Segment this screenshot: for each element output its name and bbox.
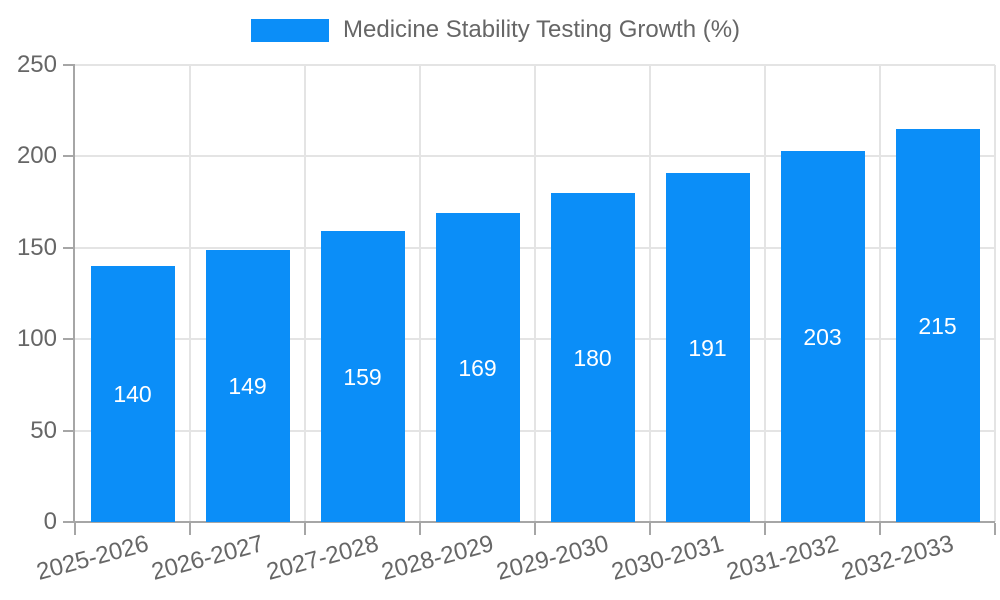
x-tick (879, 523, 881, 535)
y-tick-label: 100 (16, 325, 57, 353)
x-tick-label: 2028-2029 (378, 530, 497, 586)
bar[interactable] (435, 213, 520, 522)
bar-value-label: 149 (228, 373, 267, 399)
bar[interactable] (550, 193, 635, 522)
bar-value-label: 140 (113, 381, 152, 407)
x-tick (649, 523, 651, 535)
y-tick (63, 338, 75, 341)
x-gridline (764, 65, 766, 522)
x-tick (304, 523, 306, 535)
bar-value-label: 180 (573, 344, 612, 371)
x-tick (74, 523, 76, 535)
bar-value-label: 169 (458, 354, 497, 381)
y-tick (63, 246, 75, 249)
legend-swatch (251, 18, 329, 42)
y-tick (63, 429, 75, 432)
y-tick-label: 250 (16, 51, 57, 78)
x-gridline (304, 65, 306, 522)
bar[interactable] (780, 151, 865, 522)
y-tick (63, 64, 75, 66)
bar[interactable] (90, 266, 175, 522)
x-axis-line (73, 521, 995, 523)
y-tick (63, 155, 75, 158)
y-tick-label: 50 (30, 416, 57, 444)
legend-label: Medicine Stability Testing Growth (%) (343, 16, 741, 43)
y-tick (63, 521, 75, 523)
x-tick (534, 523, 536, 535)
x-gridline (419, 65, 421, 522)
x-gridline (879, 65, 881, 522)
x-tick (419, 523, 421, 535)
bar-value-label: 203 (803, 323, 842, 350)
bar-value-label: 191 (688, 334, 727, 361)
bar[interactable] (895, 129, 980, 522)
bar-value-label: 159 (343, 363, 382, 390)
x-tick-label: 2030-2031 (608, 530, 727, 586)
x-tick-label: 2026-2027 (148, 530, 267, 586)
y-axis-line (73, 65, 75, 522)
y-tick-label: 150 (16, 233, 57, 261)
x-tick (764, 523, 766, 535)
x-tick (994, 523, 996, 535)
x-gridline (649, 65, 651, 522)
x-tick-label: 2025-2026 (33, 530, 152, 586)
bar[interactable] (320, 231, 405, 522)
x-gridline (994, 65, 996, 522)
x-gridline (534, 65, 536, 522)
x-tick-label: 2031-2032 (723, 530, 842, 586)
x-tick (189, 523, 191, 535)
x-tick-label: 2029-2030 (493, 530, 612, 586)
bar[interactable] (205, 250, 290, 522)
bar[interactable] (665, 173, 750, 522)
x-gridline (189, 65, 191, 522)
legend[interactable]: Medicine Stability Testing Growth (%) (251, 16, 741, 43)
bar-value-label: 215 (918, 312, 957, 339)
x-tick-label: 2032-2033 (838, 530, 957, 586)
y-tick-label: 0 (43, 508, 57, 535)
x-tick-label: 2027-2028 (263, 530, 382, 586)
y-tick-label: 200 (16, 142, 57, 170)
